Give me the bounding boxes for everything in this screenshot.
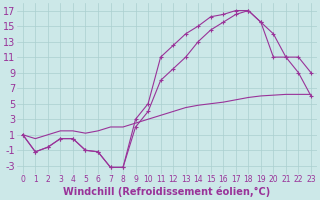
X-axis label: Windchill (Refroidissement éolien,°C): Windchill (Refroidissement éolien,°C) [63,187,270,197]
